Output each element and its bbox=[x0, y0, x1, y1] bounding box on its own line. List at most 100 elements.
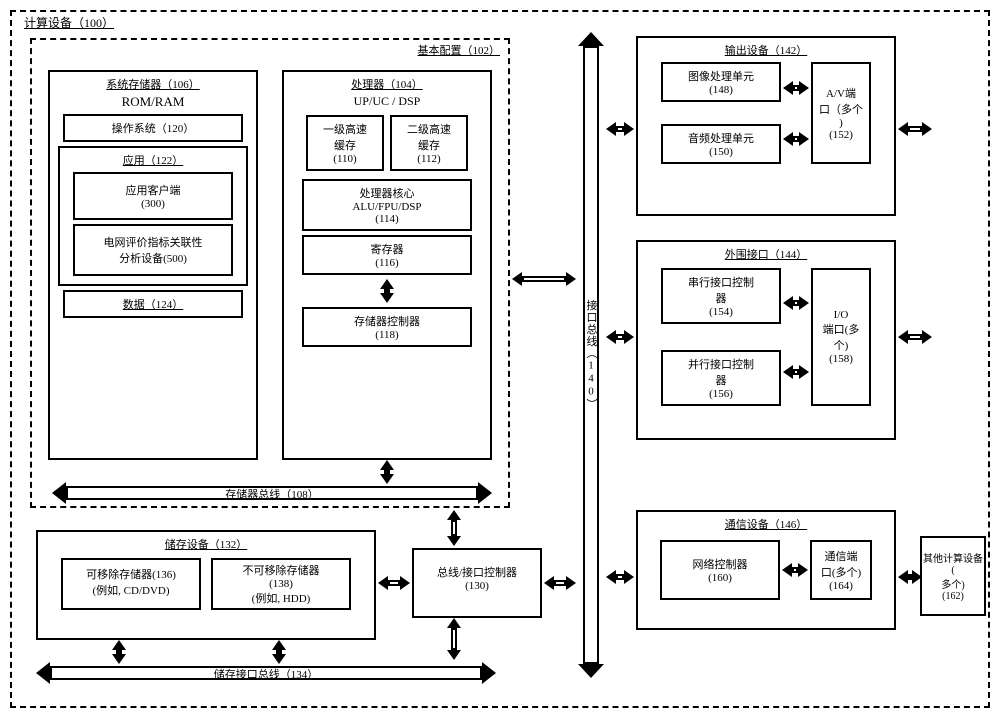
parallel-box: 并行接口控制 器 (156) bbox=[661, 350, 781, 406]
nonremovable-box: 不可移除存储器 (138) (例如, HDD) bbox=[211, 558, 351, 610]
basic-busctrl-arrow bbox=[447, 510, 461, 546]
par2: 器 bbox=[665, 372, 777, 388]
proc-membus-arrow bbox=[380, 460, 394, 484]
gpu1: 图像处理单元 bbox=[665, 68, 777, 84]
reg2: (116) bbox=[306, 257, 468, 269]
io1: I/O bbox=[815, 309, 867, 321]
io4: (158) bbox=[815, 353, 867, 365]
comm-box: 通信设备（146） 网络控制器 (160) 通信端 口(多个) (164) bbox=[636, 510, 896, 630]
gpu-av-arrow bbox=[783, 81, 809, 95]
app-title: 应用（122） bbox=[64, 152, 242, 168]
port1: 通信端 bbox=[814, 548, 868, 564]
ifbus-periph-arrow bbox=[606, 330, 634, 344]
system-memory-box: 系统存储器（106） ROM/RAM 操作系统（120） 应用（122） 应用客… bbox=[48, 70, 258, 460]
io3: 个) bbox=[815, 337, 867, 353]
par1: 并行接口控制 bbox=[665, 356, 777, 372]
data-box: 数据（124） bbox=[63, 290, 243, 318]
app-client-box: 应用客户端 (300) bbox=[73, 172, 233, 220]
membus-label: 存储器总线（108） bbox=[68, 486, 476, 502]
l1-cache-box: 一级高速 缓存 (110) bbox=[306, 115, 384, 171]
l2c: (112) bbox=[394, 153, 464, 165]
ser2: 器 bbox=[665, 290, 777, 306]
non-bus-arrow bbox=[272, 640, 286, 662]
grid-label1: 电网评价指标关联性 bbox=[77, 234, 229, 250]
core3: (114) bbox=[306, 213, 468, 225]
grid-analysis-box: 电网评价指标关联性 分析设备(500) bbox=[73, 224, 233, 276]
l2-cache-box: 二级高速 缓存 (112) bbox=[390, 115, 468, 171]
non1: 不可移除存储器 bbox=[215, 562, 347, 578]
core2: ALU/FPU/DSP bbox=[306, 201, 468, 213]
sysmem-title: 系统存储器（106） bbox=[50, 76, 256, 92]
net2: (160) bbox=[664, 572, 776, 584]
ser1: 串行接口控制 bbox=[665, 274, 777, 290]
net-port-arrow bbox=[782, 563, 808, 577]
non2: (138) bbox=[215, 578, 347, 590]
other3: (162) bbox=[922, 591, 984, 602]
netctrl-box: 网络控制器 (160) bbox=[660, 540, 780, 600]
l2b: 缓存 bbox=[394, 137, 464, 153]
proc-inner-arrow bbox=[380, 279, 394, 303]
par3: (156) bbox=[665, 388, 777, 400]
apu-box: 音频处理单元 (150) bbox=[661, 124, 781, 164]
periph-box: 外围接口（144） 串行接口控制 器 (154) 并行接口控制 器 (156) bbox=[636, 240, 896, 440]
reg1: 寄存器 bbox=[306, 241, 468, 257]
comm-other-arrow bbox=[898, 570, 920, 584]
av-port-box: A/V端 口（多个 ) (152) bbox=[811, 62, 871, 164]
basic-config-title: 基本配置（102） bbox=[418, 42, 501, 58]
apu1: 音频处理单元 bbox=[665, 130, 777, 146]
app-client-label: 应用客户端 bbox=[77, 182, 229, 198]
ser-io-arrow bbox=[783, 296, 809, 310]
ser3: (154) bbox=[665, 306, 777, 318]
ifbus-label: 接口总线（140） bbox=[583, 300, 599, 411]
periph-title: 外围接口（144） bbox=[638, 246, 894, 262]
os-box: 操作系统（120） bbox=[63, 114, 243, 142]
proc-sub: UP/UC / DSP bbox=[284, 94, 490, 109]
bus-controller-box: 总线/接口控制器 (130) bbox=[412, 548, 542, 618]
output-box: 输出设备（142） 图像处理单元 (148) 音频处理单元 (150) A/V端… bbox=[636, 36, 896, 216]
l1b: 缓存 bbox=[310, 137, 380, 153]
output-title: 输出设备（142） bbox=[638, 42, 894, 58]
processor-box: 处理器（104） UP/UC / DSP 一级高速 缓存 (110) 二级高速 … bbox=[282, 70, 492, 460]
core-box: 处理器核心 ALU/FPU/DSP (114) bbox=[302, 179, 472, 231]
busctrl-storagebus-arrow bbox=[447, 618, 461, 660]
computing-device-frame: 计算设备（100） 基本配置（102） 系统存储器（106） ROM/RAM 操… bbox=[10, 10, 990, 708]
storage-bus: 储存接口总线（134） bbox=[36, 662, 496, 684]
av1: A/V端 bbox=[815, 85, 867, 101]
l1c: (110) bbox=[310, 153, 380, 165]
other1: 其他计算设备( bbox=[922, 550, 984, 576]
mc1: 存储器控制器 bbox=[306, 313, 468, 329]
rem2: (例如, CD/DVD) bbox=[65, 582, 197, 598]
os-label: 操作系统（120） bbox=[112, 123, 195, 135]
av4: (152) bbox=[815, 129, 867, 141]
mc-box: 存储器控制器 (118) bbox=[302, 307, 472, 347]
data-label: 数据（124） bbox=[123, 299, 184, 311]
non3: (例如, HDD) bbox=[215, 590, 347, 606]
rem1: 可移除存储器(136) bbox=[65, 566, 197, 582]
rem-bus-arrow bbox=[112, 640, 126, 662]
serial-box: 串行接口控制 器 (154) bbox=[661, 268, 781, 324]
interface-bus: 接口总线（140） bbox=[578, 32, 604, 678]
other2: 多个) bbox=[922, 576, 984, 591]
port3: (164) bbox=[814, 580, 868, 592]
periph-ext-arrow bbox=[898, 330, 932, 344]
comm-port-box: 通信端 口(多个) (164) bbox=[810, 540, 872, 600]
computing-device-title: 计算设备（100） bbox=[22, 14, 116, 31]
ifbus-output-arrow bbox=[606, 122, 634, 136]
busctrl2: (130) bbox=[414, 580, 540, 592]
storagebus-label: 储存接口总线（134） bbox=[52, 666, 480, 682]
par-io-arrow bbox=[783, 365, 809, 379]
proc-title: 处理器（104） bbox=[284, 76, 490, 92]
busctrl-ifbus-arrow bbox=[544, 576, 576, 590]
io2: 端口(多 bbox=[815, 321, 867, 337]
busctrl1: 总线/接口控制器 bbox=[414, 564, 540, 580]
romram-label: ROM/RAM bbox=[50, 94, 256, 110]
av3: ) bbox=[815, 117, 867, 129]
app-client-id: (300) bbox=[77, 198, 229, 210]
basic-config-frame: 基本配置（102） 系统存储器（106） ROM/RAM 操作系统（120） 应… bbox=[30, 38, 510, 508]
apu-av-arrow bbox=[783, 132, 809, 146]
mc2: (118) bbox=[306, 329, 468, 341]
port2: 口(多个) bbox=[814, 564, 868, 580]
l2a: 二级高速 bbox=[394, 121, 464, 137]
net1: 网络控制器 bbox=[664, 556, 776, 572]
grid-label2: 分析设备(500) bbox=[77, 250, 229, 266]
